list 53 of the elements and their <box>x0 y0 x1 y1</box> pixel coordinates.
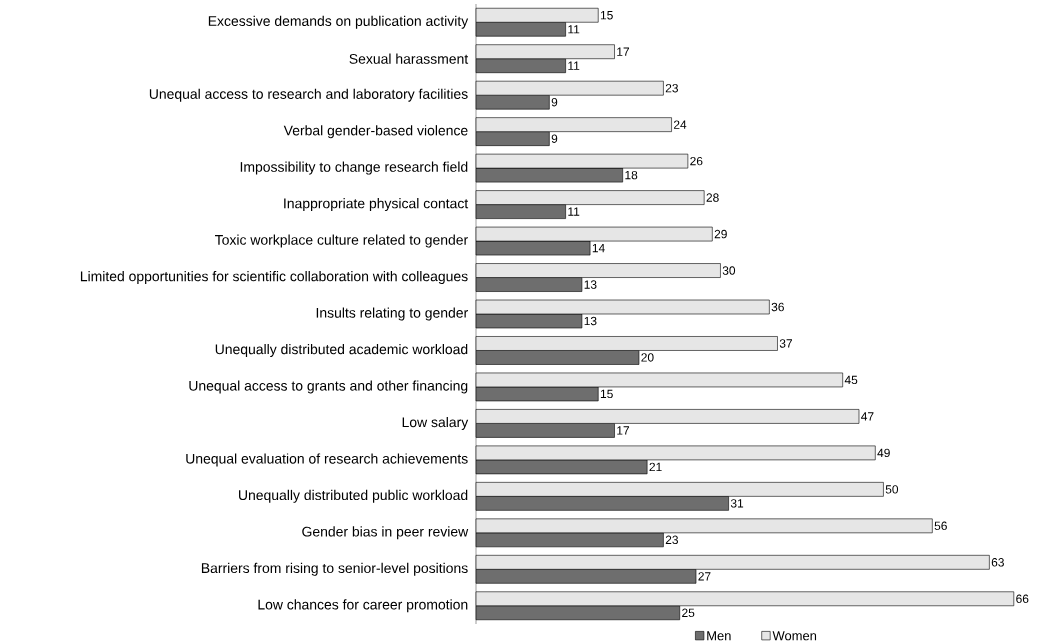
data-label: 36 <box>771 302 784 312</box>
data-label: 15 <box>600 11 613 20</box>
data-label: 11 <box>568 25 580 34</box>
legend-label: Men <box>707 631 731 641</box>
y-tick-label: Toxic workplace culture related to gender <box>215 234 468 248</box>
y-tick-label: Impossibility to change research field <box>240 161 468 175</box>
data-label: 11 <box>568 61 580 70</box>
data-label: 18 <box>625 170 638 180</box>
y-tick-label: Low salary <box>402 416 469 430</box>
y-tick-label: Sexual harassment <box>349 53 469 64</box>
data-label: 63 <box>991 558 1004 567</box>
data-label: 13 <box>584 280 597 289</box>
data-label: 11 <box>568 207 580 216</box>
y-tick-label: Unequal access to grants and other financing <box>189 380 468 394</box>
data-label: 24 <box>673 120 687 129</box>
y-tick-label: Inappropriate physical contact <box>284 198 469 212</box>
legend-label: Women <box>772 631 817 641</box>
data-label: 49 <box>877 448 890 458</box>
data-label: 29 <box>714 229 727 239</box>
data-label: 28 <box>706 193 719 202</box>
data-label: 14 <box>592 243 605 253</box>
data-label: 23 <box>665 535 678 545</box>
data-label: 9 <box>551 134 558 143</box>
data-label: 45 <box>844 375 858 385</box>
data-label: 30 <box>722 266 736 275</box>
data-label: 23 <box>665 83 678 93</box>
y-tick-label: Limited opportunities for scientific collaboration with colleagues <box>80 271 468 285</box>
data-label: 37 <box>779 339 792 348</box>
y-tick-label: Verbal gender-based violence <box>283 125 468 139</box>
data-label: 9 <box>551 97 558 107</box>
data-label: 25 <box>682 608 695 617</box>
data-label: 17 <box>617 47 630 56</box>
y-tick-label: Unequally distributed public workload <box>239 489 468 503</box>
data-label: 31 <box>730 499 744 508</box>
y-tick-label: Excessive demands on publication activity <box>208 15 469 29</box>
y-tick-label: Gender bias in peer review <box>302 526 469 540</box>
data-label: 21 <box>649 462 662 472</box>
data-label: 47 <box>861 412 874 421</box>
data-label: 27 <box>698 572 711 581</box>
data-label: 15 <box>600 389 613 399</box>
y-tick-label: Unequal evaluation of research achievements <box>186 453 468 467</box>
data-label: 20 <box>641 353 654 362</box>
data-label: 56 <box>934 521 947 531</box>
data-label: 17 <box>617 426 630 435</box>
y-tick-label: Insults relating to gender <box>316 307 468 321</box>
y-tick-label: Low chances for career promotion <box>258 599 468 613</box>
data-label: 50 <box>885 485 899 494</box>
y-tick-label: Unequal access to research and laboratory facilities <box>149 88 468 102</box>
data-label: 13 <box>584 316 597 326</box>
data-label: 66 <box>1016 594 1029 603</box>
data-label: 26 <box>690 156 703 166</box>
y-tick-label: Unequally distributed academic workload <box>215 343 468 357</box>
y-tick-label: Barriers from rising to senior-level positions <box>201 562 468 576</box>
